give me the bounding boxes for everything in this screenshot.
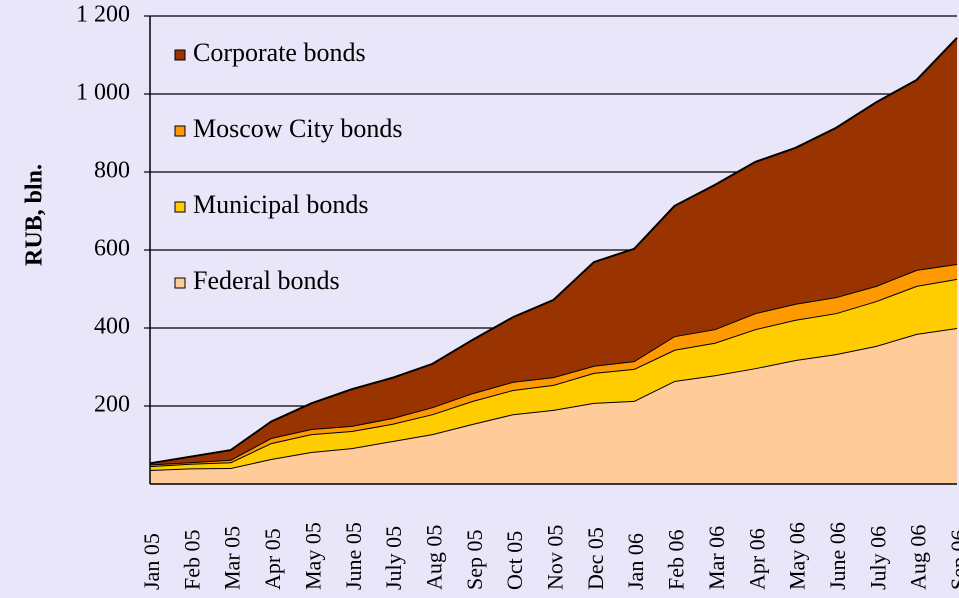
x-tick-label: Aug 05 <box>421 525 446 590</box>
legend-swatch <box>174 125 186 137</box>
x-tick-label: May 05 <box>300 522 325 590</box>
area <box>150 37 957 465</box>
x-tick-label: June 05 <box>341 522 366 590</box>
y-tick-label: 600 <box>94 236 130 262</box>
x-tick-label: Mar 06 <box>704 526 729 590</box>
legend-swatch <box>174 201 186 213</box>
x-tick-label: Sep 06 <box>946 530 959 591</box>
legend-swatch <box>174 49 186 61</box>
x-tick-label: July 05 <box>381 526 406 590</box>
x-tick-label: Jan 05 <box>139 533 164 590</box>
x-tick-label: Aug 06 <box>906 525 931 590</box>
x-tick-label: May 06 <box>785 522 810 590</box>
x-tick-label: Sep 05 <box>462 530 487 591</box>
legend-label: Corporate bonds <box>193 38 366 67</box>
y-tick-label: 400 <box>94 314 130 340</box>
area <box>150 328 957 484</box>
legend-swatch <box>174 277 186 289</box>
y-axis-label: RUB, bln. <box>22 164 48 266</box>
x-tick-label: Apr 05 <box>260 528 285 590</box>
area-edge <box>149 37 958 465</box>
y-tick-label: 1 000 <box>76 80 130 106</box>
x-tick-label: Dec 05 <box>583 527 608 590</box>
x-tick-label: Feb 06 <box>664 530 689 591</box>
y-tick-label: 800 <box>94 158 130 184</box>
area <box>150 264 957 467</box>
x-tick-label: Mar 05 <box>220 526 245 590</box>
x-tick-label: Oct 05 <box>502 531 527 590</box>
y-tick-label: 1 200 <box>76 2 130 28</box>
x-tick-label: Jan 06 <box>623 533 648 590</box>
x-tick-label: Nov 05 <box>543 525 568 590</box>
legend-label: Municipal bonds <box>193 190 369 219</box>
legend-label: Federal bonds <box>193 266 340 295</box>
legend-label: Moscow City bonds <box>193 114 402 143</box>
x-tick-label: July 06 <box>865 526 890 590</box>
x-tick-label: June 06 <box>825 522 850 590</box>
x-tick-label: Apr 06 <box>744 528 769 590</box>
x-tick-label: Feb 05 <box>179 530 204 591</box>
y-tick-label: 200 <box>94 392 130 418</box>
